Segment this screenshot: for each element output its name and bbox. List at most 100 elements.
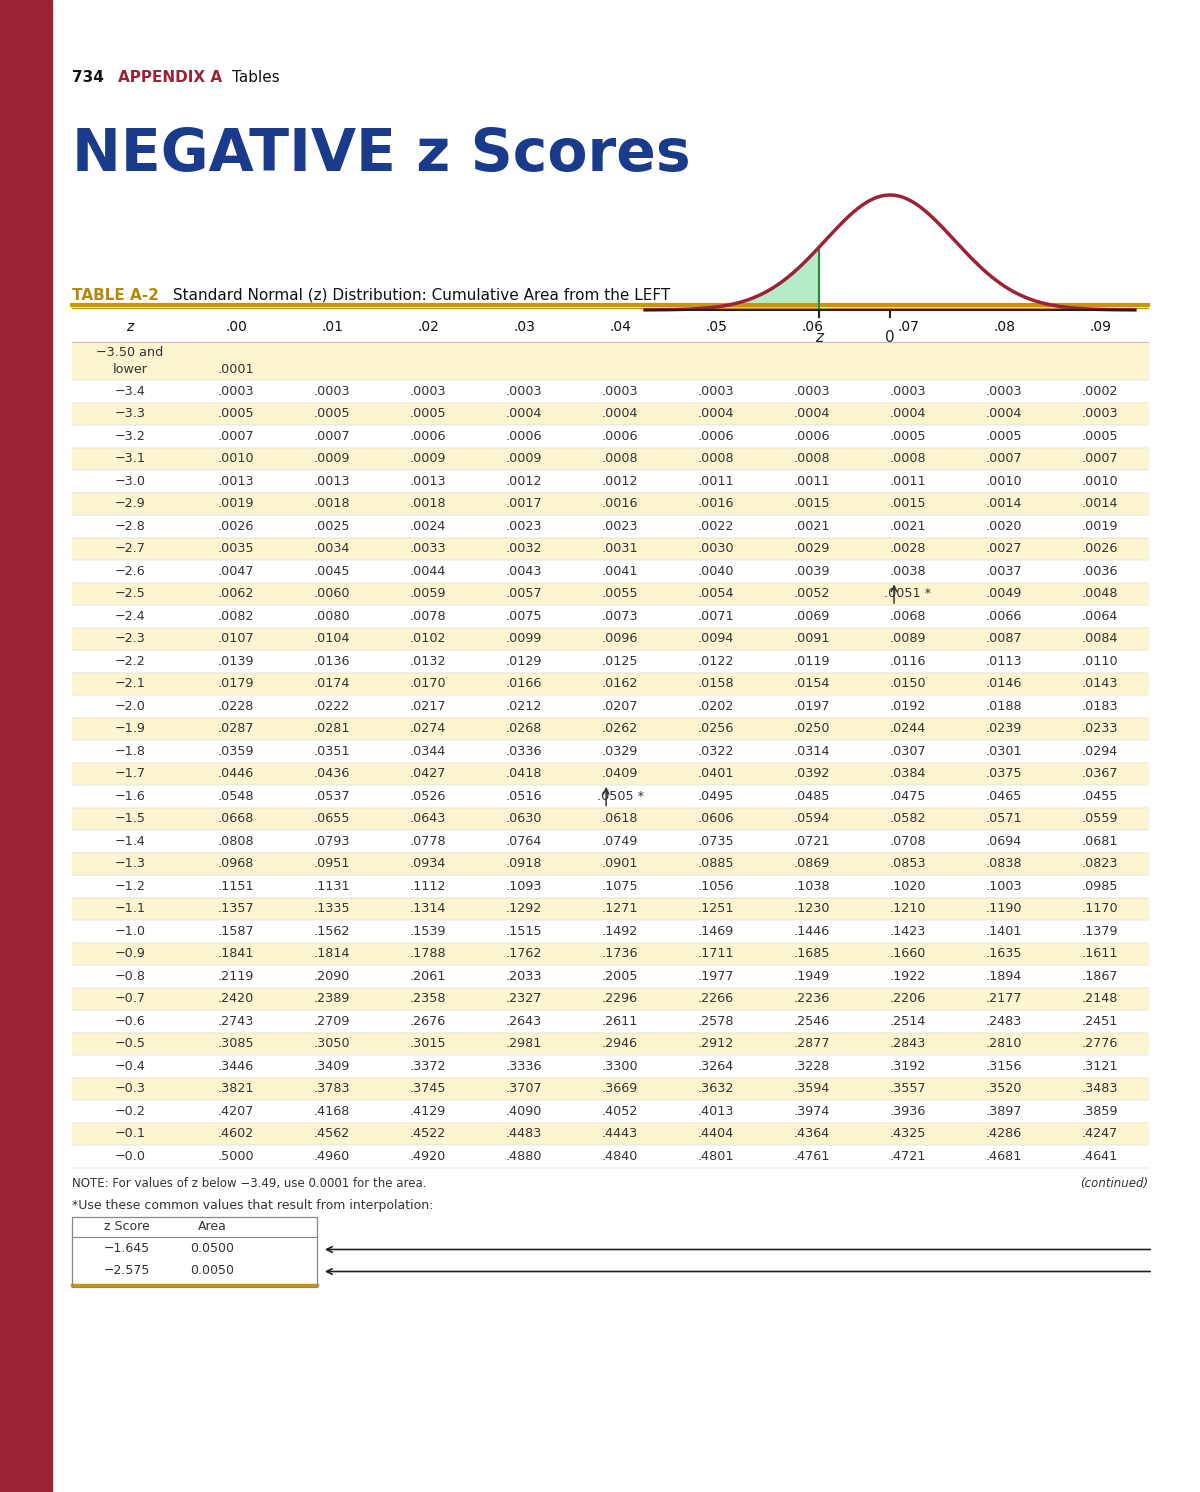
Text: .0012: .0012 bbox=[602, 474, 638, 488]
Text: −0.0: −0.0 bbox=[115, 1150, 145, 1162]
Text: .0002: .0002 bbox=[1081, 385, 1118, 398]
Text: .0003: .0003 bbox=[314, 385, 350, 398]
Bar bbox=[72, 921, 1148, 943]
Text: .0559: .0559 bbox=[1081, 812, 1118, 825]
Text: .0643: .0643 bbox=[410, 812, 446, 825]
Text: .0082: .0082 bbox=[218, 610, 254, 622]
Text: .0344: .0344 bbox=[410, 745, 446, 758]
Text: .0005: .0005 bbox=[889, 430, 926, 443]
Text: .4247: .4247 bbox=[1082, 1128, 1118, 1140]
Text: .0013: .0013 bbox=[218, 474, 254, 488]
Text: −0.3: −0.3 bbox=[115, 1082, 145, 1095]
Text: .0392: .0392 bbox=[794, 767, 830, 780]
Text: .0059: .0059 bbox=[410, 588, 446, 600]
Bar bbox=[72, 582, 1148, 604]
Text: .3483: .3483 bbox=[1081, 1082, 1118, 1095]
Text: .1515: .1515 bbox=[506, 925, 542, 938]
Text: .0104: .0104 bbox=[314, 633, 350, 645]
Text: z: z bbox=[126, 319, 133, 334]
Text: .0039: .0039 bbox=[794, 565, 830, 577]
Text: .0010: .0010 bbox=[985, 474, 1022, 488]
Text: .0015: .0015 bbox=[889, 497, 926, 510]
Text: .0062: .0062 bbox=[218, 588, 254, 600]
Text: .0036: .0036 bbox=[1081, 565, 1118, 577]
Text: −0.2: −0.2 bbox=[115, 1104, 145, 1118]
Text: .0008: .0008 bbox=[889, 452, 926, 466]
Text: .0003: .0003 bbox=[985, 385, 1022, 398]
Text: .0004: .0004 bbox=[985, 407, 1022, 421]
Text: .03: .03 bbox=[514, 319, 535, 334]
Text: .3859: .3859 bbox=[1081, 1104, 1118, 1118]
Text: .3372: .3372 bbox=[410, 1059, 446, 1073]
Text: .0367: .0367 bbox=[1081, 767, 1118, 780]
Text: −2.3: −2.3 bbox=[115, 633, 145, 645]
Text: .0020: .0020 bbox=[985, 519, 1022, 533]
Text: .3974: .3974 bbox=[794, 1104, 830, 1118]
Text: .4880: .4880 bbox=[506, 1150, 542, 1162]
Text: −1.6: −1.6 bbox=[115, 789, 145, 803]
Text: .0853: .0853 bbox=[889, 858, 926, 870]
Text: .4325: .4325 bbox=[890, 1128, 926, 1140]
Bar bbox=[72, 537, 1148, 560]
Text: .0749: .0749 bbox=[602, 834, 638, 847]
Text: .1314: .1314 bbox=[410, 903, 446, 915]
Text: .3228: .3228 bbox=[794, 1059, 830, 1073]
Text: .0027: .0027 bbox=[985, 542, 1022, 555]
Text: .3669: .3669 bbox=[602, 1082, 638, 1095]
Text: .0823: .0823 bbox=[1081, 858, 1118, 870]
Text: .0146: .0146 bbox=[986, 677, 1022, 691]
Text: .1230: .1230 bbox=[794, 903, 830, 915]
Text: .1446: .1446 bbox=[794, 925, 830, 938]
Text: .1922: .1922 bbox=[890, 970, 926, 983]
Text: −2.7: −2.7 bbox=[115, 542, 145, 555]
Text: .0007: .0007 bbox=[985, 452, 1022, 466]
Text: .0918: .0918 bbox=[506, 858, 542, 870]
Text: .2546: .2546 bbox=[794, 1015, 830, 1028]
Text: .0025: .0025 bbox=[314, 519, 350, 533]
Text: .0032: .0032 bbox=[506, 542, 542, 555]
Text: .0019: .0019 bbox=[218, 497, 254, 510]
Text: .0122: .0122 bbox=[698, 655, 734, 668]
Text: .0023: .0023 bbox=[506, 519, 542, 533]
Text: .2676: .2676 bbox=[410, 1015, 446, 1028]
Text: 0.0500: 0.0500 bbox=[190, 1243, 234, 1255]
Text: .0049: .0049 bbox=[986, 588, 1022, 600]
Text: .0068: .0068 bbox=[890, 610, 926, 622]
Text: −2.4: −2.4 bbox=[115, 610, 145, 622]
Text: .0043: .0043 bbox=[506, 565, 542, 577]
Text: 0: 0 bbox=[886, 330, 895, 345]
Bar bbox=[72, 448, 1148, 470]
Text: .4168: .4168 bbox=[314, 1104, 350, 1118]
Bar bbox=[72, 604, 1148, 628]
Bar bbox=[72, 1055, 1148, 1077]
Text: −1.4: −1.4 bbox=[115, 834, 145, 847]
Bar bbox=[72, 1216, 317, 1286]
Text: .0005: .0005 bbox=[410, 407, 446, 421]
Text: .0287: .0287 bbox=[218, 722, 254, 736]
Text: .0838: .0838 bbox=[985, 858, 1022, 870]
Bar bbox=[72, 988, 1148, 1010]
Text: .2810: .2810 bbox=[985, 1037, 1022, 1050]
Text: .0016: .0016 bbox=[602, 497, 638, 510]
Text: .0007: .0007 bbox=[218, 430, 254, 443]
Bar bbox=[72, 425, 1148, 448]
Text: .0048: .0048 bbox=[1081, 588, 1118, 600]
Text: .1562: .1562 bbox=[314, 925, 350, 938]
Text: .0455: .0455 bbox=[1081, 789, 1118, 803]
Text: −1.0: −1.0 bbox=[115, 925, 145, 938]
Text: .0011: .0011 bbox=[697, 474, 734, 488]
Text: .0281: .0281 bbox=[314, 722, 350, 736]
Text: .0019: .0019 bbox=[1081, 519, 1118, 533]
Bar bbox=[72, 1100, 1148, 1122]
Text: NOTE: For values of z below −3.49, use 0.0001 for the area.: NOTE: For values of z below −3.49, use 0… bbox=[72, 1177, 426, 1191]
Text: .1685: .1685 bbox=[794, 947, 830, 961]
Text: .0024: .0024 bbox=[410, 519, 446, 533]
Text: .2981: .2981 bbox=[506, 1037, 542, 1050]
Text: Area: Area bbox=[198, 1220, 227, 1234]
Text: .1660: .1660 bbox=[890, 947, 926, 961]
Text: .1949: .1949 bbox=[794, 970, 830, 983]
Text: .4286: .4286 bbox=[986, 1128, 1022, 1140]
Text: .0239: .0239 bbox=[986, 722, 1022, 736]
Bar bbox=[72, 762, 1148, 785]
Text: .2912: .2912 bbox=[698, 1037, 734, 1050]
